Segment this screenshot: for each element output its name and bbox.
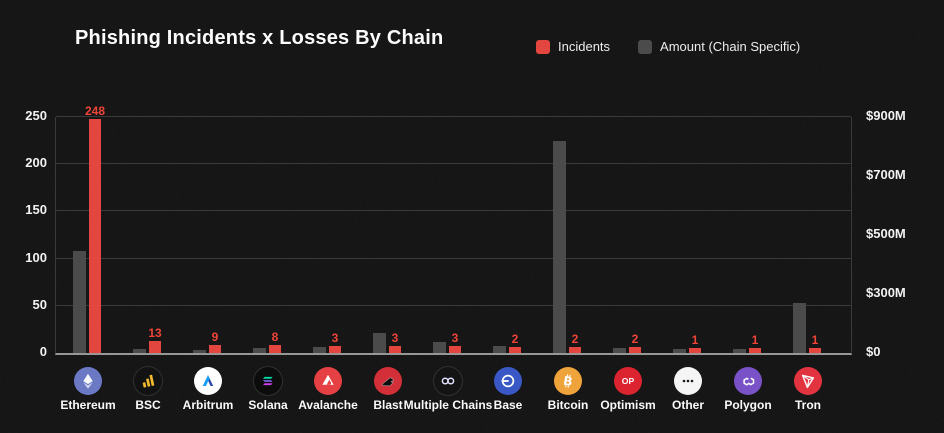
avalanche-icon <box>314 367 342 395</box>
incident-count-label: 1 <box>811 333 819 347</box>
incident-count-label: 2 <box>631 332 639 346</box>
gridline <box>56 163 851 165</box>
legend-swatch-incidents <box>536 39 550 54</box>
incident-count-label: 2 <box>511 332 519 346</box>
amount-bar-tron <box>793 302 806 353</box>
x-axis-label-other: Other <box>671 398 704 412</box>
legend-label-amount: Amount (Chain Specific) <box>660 39 801 54</box>
incident-count-label: 3 <box>451 331 459 345</box>
legend-item-incidents: Incidents <box>536 39 610 54</box>
gridline <box>56 257 851 259</box>
gridline <box>56 116 851 117</box>
legend-item-amount: Amount (Chain Specific) <box>638 39 800 54</box>
x-axis-label-solana: Solana <box>248 398 288 412</box>
amount-bar-blast <box>373 333 386 353</box>
incidents-bar-optimism <box>629 347 641 353</box>
x-axis-label-bitcoin: Bitcoin <box>547 398 589 412</box>
incidents-bar-blast <box>389 346 401 353</box>
incidents-bar-arbitrum <box>209 344 221 353</box>
bsc-icon <box>134 367 162 395</box>
y-axis-tick-left: 150 <box>25 202 47 218</box>
solana-icon <box>254 367 282 395</box>
blast-icon <box>374 367 402 395</box>
x-axis-label-optimism: Optimism <box>600 398 656 412</box>
y-axis-tick-right: $0 <box>866 344 881 359</box>
y-axis-tick-left: 0 <box>39 344 47 359</box>
y-axis-tick-right: $900M <box>866 108 906 123</box>
y-axis-tick-right: $300M <box>866 285 906 300</box>
y-axis-tick-right: $700M <box>866 167 906 182</box>
x-axis-label-arbitrum: Arbitrum <box>182 398 234 412</box>
legend-label-incidents: Incidents <box>558 39 611 54</box>
x-axis-label-bsc: BSC <box>135 398 161 412</box>
tron-icon <box>794 367 822 395</box>
y-axis-tick-left: 50 <box>32 296 47 312</box>
y-axis-tick-left: 200 <box>25 155 47 171</box>
svg-text:OP: OP <box>622 376 635 386</box>
amount-bar-polygon <box>733 349 746 353</box>
y-axis-tick-right: $500M <box>866 226 906 241</box>
incidents-bar-base <box>509 347 521 353</box>
incident-count-label: 3 <box>391 331 399 345</box>
amount-bar-avalanche <box>313 346 326 353</box>
amount-bar-bitcoin <box>553 140 566 353</box>
amount-bar-optimism <box>613 347 626 353</box>
amount-bar-arbitrum <box>193 350 206 353</box>
legend-swatch-amount <box>638 39 653 54</box>
x-axis-label-polygon: Polygon <box>724 398 772 412</box>
polygon-icon <box>734 367 762 395</box>
x-axis-label-multiple-chains: Multiple Chains <box>403 398 493 412</box>
incident-count-label: 9 <box>211 329 219 344</box>
amount-bar-solana <box>253 348 266 353</box>
arbitrum-icon <box>194 367 222 395</box>
multiple-chains-icon <box>434 367 462 395</box>
x-axis-label-avalanche: Avalanche <box>298 398 358 412</box>
amount-bar-base <box>493 346 506 353</box>
svg-text:B: B <box>562 374 573 389</box>
chart-title: Phishing Incidents x Losses By Chain <box>75 27 444 49</box>
incident-count-label: 248 <box>84 103 106 118</box>
optimism-icon: OP <box>614 367 642 395</box>
incidents-bar-tron <box>809 348 821 353</box>
legend: Incidents Amount (Chain Specific) <box>536 39 800 54</box>
incident-count-label: 3 <box>331 331 339 345</box>
amount-bar-ethereum <box>73 251 86 353</box>
x-axis-label-ethereum: Ethereum <box>60 398 116 412</box>
other-icon <box>674 367 702 395</box>
x-axis-label-blast: Blast <box>373 398 403 412</box>
ethereum-icon <box>74 367 102 395</box>
x-axis-label-base: Base <box>493 398 523 412</box>
amount-bar-multiple-chains <box>433 342 446 353</box>
incidents-bar-other <box>689 348 701 353</box>
amount-bar-other <box>673 349 686 353</box>
y-axis-tick-left: 250 <box>25 108 47 123</box>
incident-count-label: 8 <box>271 330 279 345</box>
incident-count-label: 2 <box>571 332 579 346</box>
incidents-bar-avalanche <box>329 346 341 353</box>
incidents-bar-bsc <box>149 340 161 353</box>
plot-area: 248 13 9 8 3 3 3 2 2 2 1 1 1 <box>55 105 852 355</box>
gridline <box>56 304 851 306</box>
base-icon <box>494 367 522 395</box>
x-axis-label-tron: Tron <box>795 398 821 412</box>
incidents-bar-multiple-chains <box>449 346 461 353</box>
incidents-bar-bitcoin <box>569 347 581 353</box>
bitcoin-icon: B <box>554 367 582 395</box>
incidents-bar-polygon <box>749 348 761 353</box>
incident-count-label: 1 <box>691 333 699 347</box>
incidents-bar-ethereum <box>89 118 101 353</box>
amount-bar-bsc <box>133 349 146 353</box>
incident-count-label: 13 <box>148 325 162 340</box>
y-axis-tick-left: 100 <box>25 249 47 265</box>
incident-count-label: 1 <box>751 333 759 347</box>
incidents-bar-solana <box>269 345 281 353</box>
gridline <box>56 210 851 212</box>
